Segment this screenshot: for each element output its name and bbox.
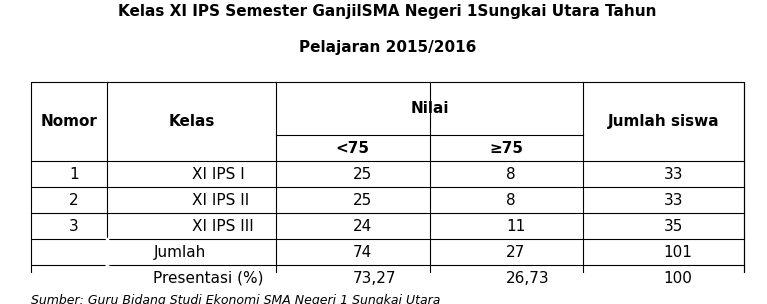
Text: 27: 27: [506, 245, 525, 260]
Text: 74: 74: [353, 245, 372, 260]
Text: 25: 25: [353, 167, 372, 182]
Text: 73,27: 73,27: [353, 271, 397, 286]
Text: Jumlah siswa: Jumlah siswa: [607, 114, 719, 129]
Text: Nilai: Nilai: [410, 101, 449, 116]
Text: Pelajaran 2015/2016: Pelajaran 2015/2016: [298, 40, 476, 55]
Text: 24: 24: [353, 219, 372, 234]
Text: 1: 1: [69, 167, 79, 182]
Text: 8: 8: [506, 193, 516, 208]
Text: 2: 2: [69, 193, 79, 208]
Text: ≥75: ≥75: [489, 141, 523, 156]
Text: 35: 35: [663, 219, 683, 234]
Text: XI IPS III: XI IPS III: [192, 219, 254, 234]
Text: <75: <75: [336, 141, 370, 156]
Text: 3: 3: [69, 219, 79, 234]
Text: 26,73: 26,73: [506, 271, 550, 286]
Text: 8: 8: [506, 167, 516, 182]
Text: 25: 25: [353, 193, 372, 208]
Text: Presentasi (%): Presentasi (%): [153, 271, 264, 286]
Text: Nomor: Nomor: [41, 114, 97, 129]
Text: Kelas: Kelas: [169, 114, 215, 129]
Text: Kelas XI IPS Semester GanjilSMA Negeri 1Sungkai Utara Tahun: Kelas XI IPS Semester GanjilSMA Negeri 1…: [118, 4, 657, 19]
Text: 101: 101: [663, 245, 693, 260]
Text: Sumber: Guru Bidang Studi Ekonomi SMA Negeri 1 Sungkai Utara: Sumber: Guru Bidang Studi Ekonomi SMA Ne…: [31, 294, 440, 304]
Text: XI IPS II: XI IPS II: [192, 193, 249, 208]
Text: 100: 100: [663, 271, 693, 286]
Text: 33: 33: [663, 193, 683, 208]
Text: Jumlah: Jumlah: [153, 245, 206, 260]
Text: 11: 11: [506, 219, 525, 234]
Text: XI IPS I: XI IPS I: [192, 167, 245, 182]
Text: 33: 33: [663, 167, 683, 182]
